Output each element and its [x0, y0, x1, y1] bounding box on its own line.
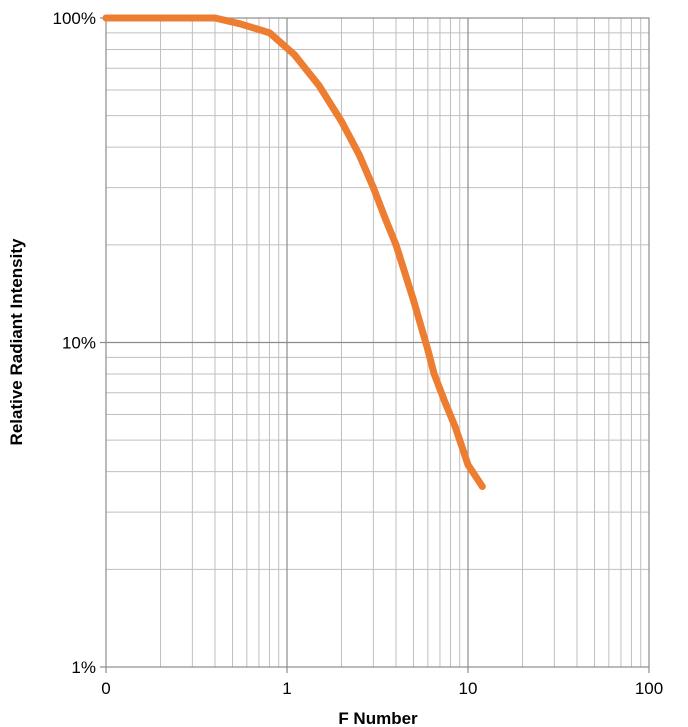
- data-point: [424, 346, 432, 354]
- x-tick-label: 1: [282, 679, 291, 698]
- x-tick-label: 10: [459, 679, 478, 698]
- y-axis-title: Relative Radiant Intensity: [7, 238, 26, 445]
- data-point: [369, 184, 377, 192]
- data-point: [102, 14, 110, 22]
- data-point: [478, 483, 486, 490]
- data-point: [211, 14, 219, 22]
- major-gridlines: [106, 18, 649, 667]
- data-point: [355, 150, 363, 158]
- data-point: [410, 296, 417, 304]
- data-point: [464, 461, 472, 469]
- y-tick-label: 100%: [53, 9, 96, 28]
- x-axis-title: F Number: [338, 709, 418, 727]
- x-tick-labels: 0 1 10 100: [101, 679, 663, 698]
- data-point: [430, 370, 438, 378]
- x-tick-label: 100: [635, 679, 663, 698]
- axis-frame: [100, 17, 650, 673]
- data-point: [236, 20, 244, 28]
- x-tick-label: 0: [101, 679, 110, 698]
- data-point: [441, 399, 449, 407]
- data-point: [315, 81, 323, 89]
- data-point: [266, 29, 273, 37]
- data-point: [291, 51, 298, 59]
- data-point: [451, 423, 459, 431]
- data-point: [392, 241, 400, 249]
- y-tick-label: 10%: [62, 334, 96, 353]
- data-point: [338, 118, 345, 125]
- series-layer: [102, 14, 486, 490]
- series-line: [102, 14, 486, 490]
- y-tick-labels: 1% 10% 100%: [53, 9, 96, 677]
- y-tick-label: 1%: [71, 658, 96, 677]
- data-point: [382, 215, 389, 223]
